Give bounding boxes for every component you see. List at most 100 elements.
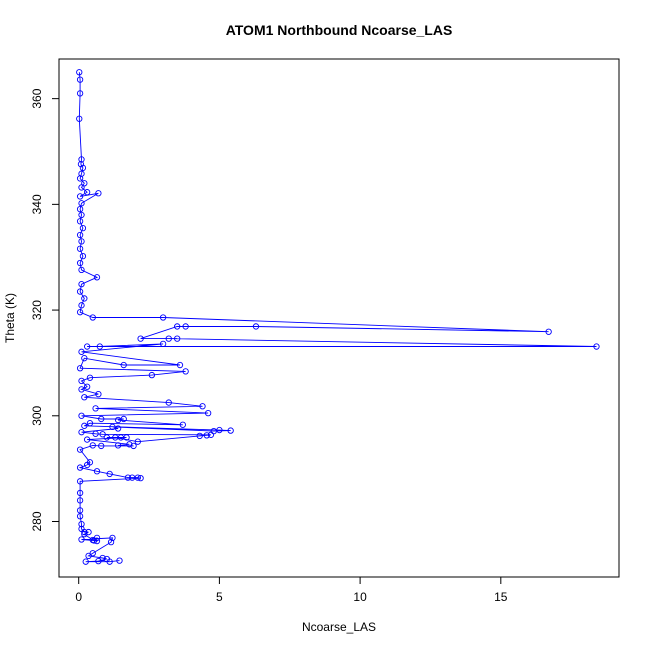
data-point [78, 238, 85, 245]
x-tick-label: 5 [216, 590, 223, 604]
data-point [81, 180, 88, 187]
data-point [81, 394, 88, 401]
data-point [106, 558, 113, 565]
data-point [593, 343, 600, 350]
data-point [227, 427, 234, 434]
data-point [174, 323, 181, 330]
data-point [89, 314, 96, 321]
data-point [92, 405, 99, 412]
data-point [78, 302, 85, 309]
data-point [82, 558, 89, 565]
data-point [78, 429, 85, 436]
data-point [78, 200, 85, 207]
data-point [76, 193, 84, 200]
data-point [109, 534, 116, 542]
data-point [81, 295, 88, 302]
data-point [78, 266, 85, 274]
x-axis-label: Ncoarse_LAS [302, 620, 376, 634]
data-point [123, 434, 130, 441]
data-point [76, 497, 84, 504]
data-point [196, 432, 203, 440]
data-point [137, 335, 144, 342]
data-point [76, 489, 84, 497]
data-point [182, 368, 189, 375]
data-point [78, 156, 85, 163]
data-point [199, 403, 206, 410]
data-point [114, 442, 122, 449]
data-point [85, 552, 92, 560]
data-point [76, 69, 83, 76]
data-point [76, 231, 84, 239]
series-line [78, 72, 597, 563]
data-point [76, 464, 84, 471]
data-point [165, 399, 172, 406]
data-point [126, 441, 133, 448]
series-layer [76, 69, 600, 565]
data-point [99, 554, 106, 562]
chart-title: ATOM1 Northbound Ncoarse_LAS [226, 22, 453, 38]
x-tick-label: 10 [353, 590, 367, 604]
data-point [134, 474, 141, 481]
x-tick-label: 0 [75, 590, 82, 604]
data-point [76, 218, 84, 225]
data-point [83, 343, 91, 350]
data-point [130, 442, 137, 450]
data-point [96, 343, 103, 350]
data-point [93, 537, 101, 545]
data-point [203, 432, 210, 439]
data-point [134, 438, 141, 445]
data-point [83, 436, 91, 443]
data-point [93, 468, 101, 475]
data-point [252, 323, 260, 330]
data-point [114, 425, 122, 432]
data-point [81, 355, 88, 362]
data-point [76, 478, 84, 485]
data-point [207, 431, 215, 438]
data-point [86, 374, 94, 381]
data-point [92, 430, 99, 437]
data-point [91, 537, 98, 544]
data-point [78, 412, 85, 419]
data-point [159, 314, 167, 321]
data-point [76, 175, 84, 182]
data-point [76, 446, 84, 453]
data-point [83, 461, 91, 469]
data-point [204, 409, 212, 417]
data-point [182, 323, 189, 330]
data-point [86, 420, 94, 427]
data-point [76, 115, 83, 122]
data-point [76, 365, 84, 372]
data-point [76, 513, 84, 520]
data-point [114, 416, 122, 424]
data-point [81, 528, 88, 536]
data-point [124, 474, 132, 481]
data-point [103, 434, 110, 441]
data-point [99, 431, 106, 438]
data-point [106, 470, 113, 478]
data-point [83, 189, 91, 196]
data-point [78, 520, 85, 528]
x-tick-label: 15 [494, 590, 508, 604]
y-tick-label: 280 [30, 511, 44, 531]
data-point [76, 288, 84, 295]
data-point [93, 274, 101, 281]
data-point [116, 557, 123, 564]
data-point [79, 253, 87, 260]
data-point [81, 422, 88, 429]
data-point [95, 390, 102, 398]
data-point [98, 442, 105, 450]
y-tick-label: 340 [30, 194, 44, 214]
data-point [78, 377, 85, 385]
data-point [76, 245, 84, 252]
data-point [89, 442, 96, 449]
data-point [98, 415, 105, 423]
data-point [78, 184, 85, 191]
data-point [76, 205, 84, 213]
y-tick-label: 360 [30, 88, 44, 108]
data-point [78, 281, 85, 288]
plot-frame [58, 58, 620, 578]
data-point [78, 348, 85, 355]
y-axis: 280 300 320 340 360 [30, 88, 60, 532]
data-point [148, 371, 156, 379]
